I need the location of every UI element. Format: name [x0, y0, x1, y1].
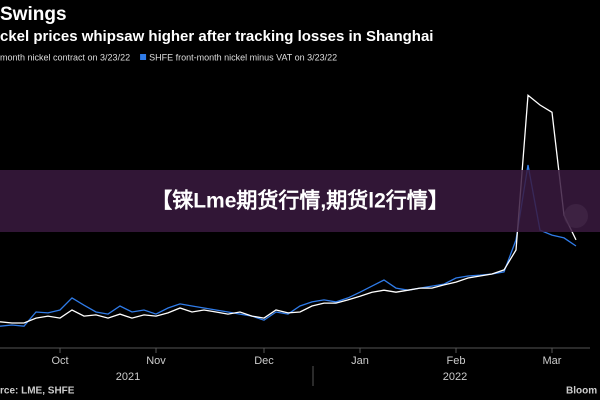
chart-subtitle: ckel prices whipsaw higher after trackin… — [0, 28, 433, 45]
banner-bg — [0, 170, 600, 232]
year-label: 2021 — [116, 371, 140, 383]
banner: 【铼Lme期货行情,期货l2行情】 — [151, 189, 449, 213]
series-line — [0, 164, 577, 327]
legend-label: month nickel contract on 3/23/22 — [0, 52, 130, 62]
x-tick-label: Jan — [351, 355, 369, 367]
plot: Oct Nov Dec Jan Feb Mar — [0, 94, 577, 367]
x-tick-label: Feb — [447, 355, 466, 367]
x-tick-label: Mar — [543, 355, 562, 367]
series-line — [0, 94, 577, 324]
x-tick-label: Oct — [51, 355, 68, 367]
legend-swatch — [140, 54, 147, 60]
year-label: 2022 — [443, 371, 467, 383]
chart-title: Swings — [0, 4, 67, 25]
legend: month nickel contract on 3/23/22 SHFE fro… — [0, 52, 337, 62]
legend-label: SHFE front-month nickel minus VAT on 3/2… — [149, 52, 337, 62]
x-tick-label: Nov — [146, 355, 166, 367]
x-tick-label: Dec — [254, 355, 274, 367]
source: rce: LME, SHFE — [0, 386, 75, 397]
brand: Bloom — [566, 386, 597, 397]
